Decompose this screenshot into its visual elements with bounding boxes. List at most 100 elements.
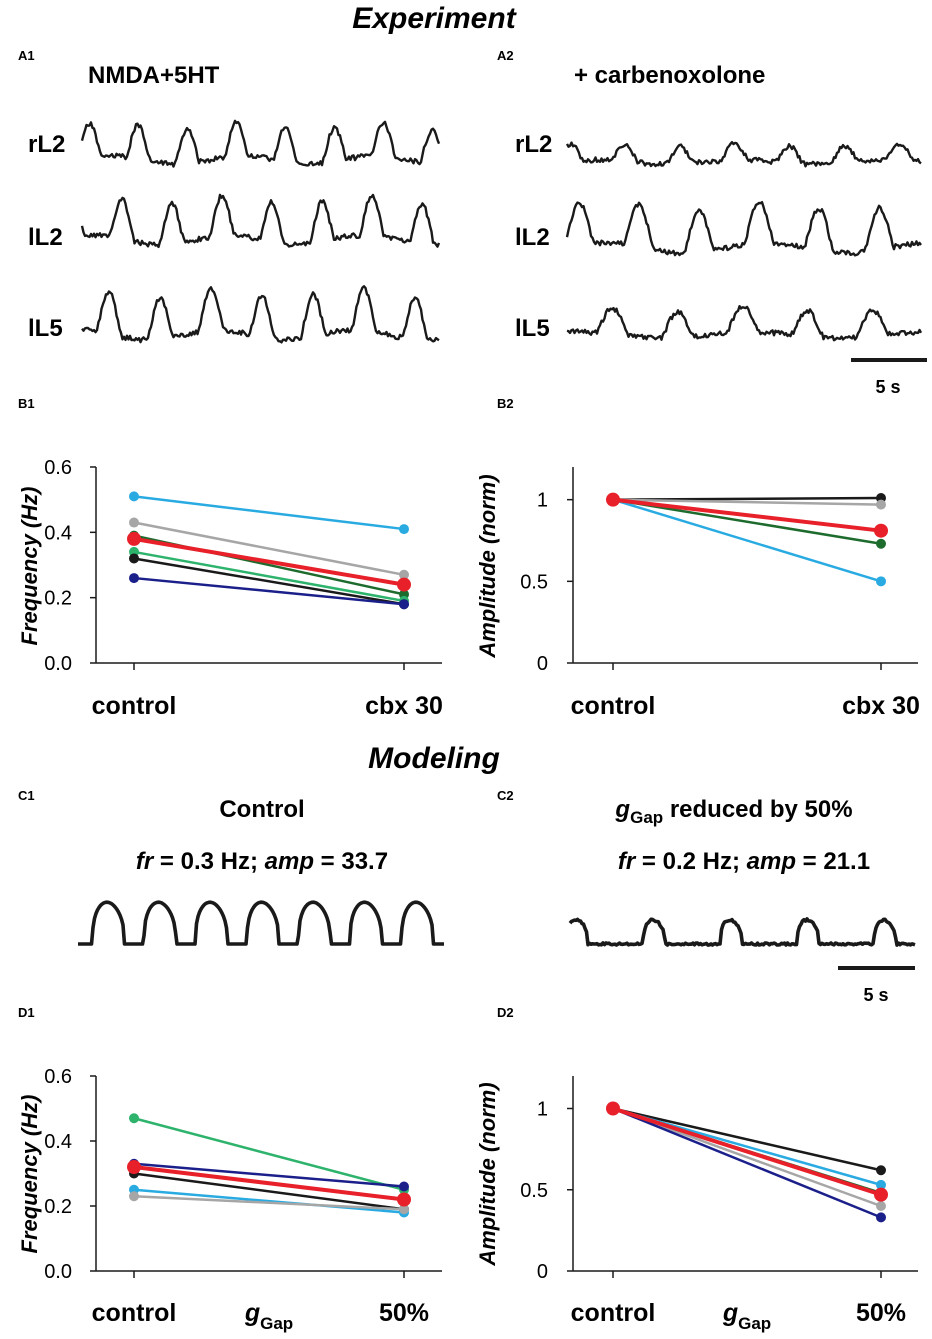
a1-trace-label-rl2: rL2 [28, 131, 65, 158]
b1-data-point [399, 524, 409, 535]
d2-data-point [876, 1212, 886, 1223]
c2-title: gGap reduced by 50% [614, 796, 852, 827]
d2-data-point [876, 1165, 886, 1176]
d1-series-red-mean [127, 1160, 411, 1207]
b2-x-category-label: control [571, 692, 656, 720]
d2-y-tick-label: 0 [537, 1261, 548, 1283]
d2-x-category-label: 50% [856, 1299, 906, 1327]
c1-fr-label: fr [136, 848, 155, 875]
panel-label-c1: C1 [18, 788, 35, 803]
b1-data-point [127, 531, 141, 546]
a2-trace-label-rl2: rL2 [515, 131, 552, 158]
d1-data-point [129, 1191, 139, 1202]
b1-series-line [133, 495, 405, 531]
panel-label-a1: A1 [18, 48, 35, 63]
b2-y-tick-label: 1 [537, 490, 548, 512]
d1-x-category-label: control [92, 1299, 177, 1327]
panel-label-a2: A2 [497, 48, 514, 63]
c2-fr-label: fr [618, 848, 637, 875]
panel-label-b1: B1 [18, 396, 35, 411]
a1-trace-rl2 [80, 119, 441, 168]
b1-y-tick-label: 0.4 [44, 522, 72, 544]
d2-y-axis-label: Amplitude (norm) [475, 1082, 500, 1266]
c1-model-trace [77, 900, 445, 946]
d1-data-point [399, 1204, 409, 1215]
d2-x-category-label: control [571, 1299, 656, 1327]
d1-series-line [133, 1195, 405, 1211]
d1-series-line [133, 1188, 405, 1214]
d2-y-tick-label: 1 [537, 1099, 548, 1121]
a1-title: NMDA+5HT [88, 62, 220, 89]
d2-data-point [876, 1201, 886, 1211]
d1-data-point [399, 1181, 409, 1192]
c1-fr-value: = 0.3 Hz; [153, 848, 264, 875]
d1-y-axis-label: Frequency (Hz) [17, 1095, 42, 1254]
d1-data-point [397, 1192, 411, 1207]
a2-trace-label-ll2: lL2 [515, 224, 550, 251]
d2-series-line [612, 1107, 882, 1172]
b1-data-point [129, 573, 139, 584]
chart-b2: B2 Amplitude (norm) 0 0.5 1 control cbx 30 [475, 396, 920, 720]
a2-trace-ll2 [565, 201, 922, 257]
c2-scale-bar-label: 5 s [863, 985, 888, 1005]
panel-label-d2: D2 [497, 1005, 514, 1020]
d1-y-tick-label: 0.6 [44, 1066, 72, 1088]
b1-y-axis-label: Frequency (Hz) [17, 487, 42, 646]
d1-series-navy [129, 1158, 409, 1192]
b2-data-point [606, 492, 620, 507]
a2-scale-bar-label: 5 s [875, 377, 900, 397]
chart-b1: B1 Frequency (Hz)0.0 0.2 0.4 0.6 control cbx 3… [17, 396, 443, 720]
c2-fr-value: = 0.2 Hz; [635, 848, 746, 875]
b1-series-line [133, 576, 405, 606]
b1-data-point [129, 491, 139, 502]
b2-series-red-mean [606, 492, 888, 538]
d1-series-gray [129, 1191, 409, 1215]
d1-x-category-label: 50% [379, 1299, 429, 1327]
b2-series-line [612, 498, 882, 546]
d2-data-point [876, 1179, 886, 1190]
b1-y-tick-label: 0.6 [44, 457, 72, 479]
b2-y-tick-label: 0 [537, 653, 548, 675]
c2-title-symbol: g [614, 796, 630, 823]
b1-data-point [399, 599, 409, 610]
c2-title-rest: reduced by 50% [663, 796, 852, 823]
b1-x-category-label: cbx 30 [365, 692, 443, 720]
d1-series-line [133, 1172, 405, 1211]
d2-series-black [608, 1103, 886, 1176]
d2-data-point [874, 1187, 888, 1202]
c2-model-trace [568, 917, 916, 947]
c1-amp-label: amp [265, 848, 314, 875]
d2-y-tick-label: 0.5 [520, 1180, 548, 1202]
b1-data-point [129, 517, 139, 528]
c2-stats: fr = 0.2 Hz; amp = 21.1 [618, 848, 870, 875]
b2-x-category-label: cbx 30 [842, 692, 920, 720]
chart-d1: D1 Frequency (Hz)0.0 0.2 0.4 0.6 control 50% gG… [17, 1005, 442, 1333]
panel-label-d1: D1 [18, 1005, 35, 1020]
a2-trace-rl2 [565, 141, 922, 168]
b2-y-tick-label: 0.5 [520, 571, 548, 593]
panel-label-c2: C2 [497, 788, 514, 803]
c1-title: Control [219, 796, 304, 823]
d1-data-point [129, 1113, 139, 1124]
a2-trace-ll5 [566, 305, 923, 342]
b1-data-point [397, 577, 411, 592]
b1-series-cyan [129, 491, 409, 535]
d2-series-red-mean [606, 1101, 888, 1202]
a1-trace-label-ll2: lL2 [28, 224, 63, 251]
b1-series-line [133, 550, 405, 603]
b1-series-navy [129, 573, 409, 610]
d1-series-cyan [129, 1184, 409, 1218]
b1-series-red-mean [127, 531, 411, 592]
b1-series-gray [129, 517, 409, 580]
b2-series-cyan [608, 494, 886, 587]
d1-y-tick-label: 0.0 [44, 1261, 72, 1283]
b1-series-line [133, 557, 405, 606]
d1-y-tick-label: 0.4 [44, 1131, 72, 1153]
a1-trace-label-ll5: lL5 [28, 315, 63, 342]
d1-series-line [133, 1165, 405, 1202]
a2-title: + carbenoxolone [574, 62, 765, 89]
b1-x-category-label: control [92, 692, 177, 720]
b2-data-point [874, 523, 888, 538]
d2-x-axis-label: gGap [722, 1299, 771, 1333]
